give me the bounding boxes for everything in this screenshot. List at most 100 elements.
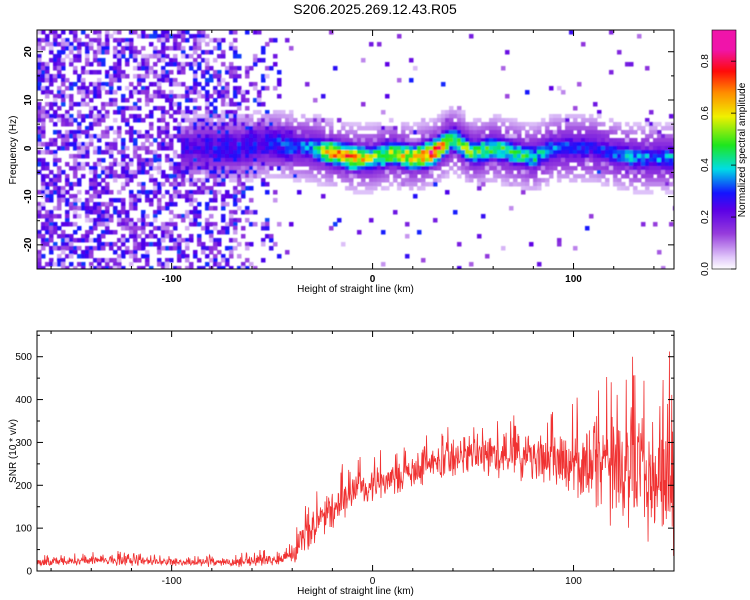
heat-cell [553,130,558,135]
colorbar-cell [712,38,736,40]
heat-cell [89,110,94,115]
colorbar-cell [712,161,736,163]
heat-cell [645,174,650,179]
heat-cell [57,202,62,207]
heat-cell [221,118,226,123]
heat-cell [77,46,82,51]
heat-cell [325,150,330,155]
heat-cell [117,174,122,179]
heat-cell [57,66,62,71]
heat-cell [153,194,158,199]
heat-cell [613,126,618,131]
heat-cell [477,154,482,159]
heat-cell [501,146,506,151]
heat-cell [85,86,90,91]
heat-cell [65,174,70,179]
heat-cell [105,190,110,195]
heat-cell [177,30,182,35]
heat-cell [73,182,78,187]
heat-cell [37,150,42,155]
heat-cell [237,54,242,59]
heat-cell [273,62,278,67]
heat-cell [301,138,306,143]
heat-cell [289,222,294,227]
heat-cell [589,138,594,143]
heat-cell [93,50,98,55]
heat-cell [565,170,570,175]
heat-cell [241,98,246,103]
x-tick-label: -100 [162,576,182,587]
heat-cell [165,234,170,239]
heat-cell [581,118,586,123]
heat-cell [317,146,322,151]
heat-cell [41,166,46,171]
heat-cell [333,142,338,147]
heat-cell [157,50,162,55]
heat-cell [205,118,210,123]
heat-cell [161,182,166,187]
heat-cell [389,166,394,171]
heat-cell [405,182,410,187]
heat-cell [233,198,238,203]
heat-cell [441,138,446,143]
heat-cell [113,230,118,235]
heat-cell [541,166,546,171]
heat-cell [401,134,406,139]
heat-cell [213,254,218,259]
heat-cell [377,150,382,155]
heat-cell [49,102,54,107]
heat-cell [125,58,130,63]
heat-cell [577,154,582,159]
heat-cell [105,202,110,207]
heat-cell [89,62,94,67]
heat-cell [137,82,142,87]
heat-cell [665,134,670,139]
heat-cell [53,58,58,63]
heat-cell [177,190,182,195]
heat-cell [81,30,86,35]
heat-cell [97,42,102,47]
heat-cell [593,130,598,135]
heat-cell [197,82,202,87]
heat-cell [381,178,386,183]
heat-cell [97,70,102,75]
heat-cell [37,78,42,83]
heat-cell [269,126,274,131]
heat-cell [181,110,186,115]
colorbar-cell [712,90,736,92]
heat-cell [581,42,586,47]
heat-cell [533,142,538,147]
heat-cell [189,90,194,95]
heat-cell [41,106,46,111]
heat-cell [185,210,190,215]
heat-cell [461,110,466,115]
heat-cell [257,134,262,139]
heat-cell [93,258,98,263]
heat-cell [65,202,70,207]
colorbar-cell [712,64,736,66]
heat-cell [121,106,126,111]
heat-cell [197,142,202,147]
heat-cell [77,206,82,211]
heat-cell [69,98,74,103]
heat-cell [565,122,570,127]
heat-cell [645,158,650,163]
heat-cell [137,118,142,123]
heat-cell [117,70,122,75]
heat-cell [61,118,66,123]
heat-cell [433,166,438,171]
heat-cell [425,154,430,159]
heat-cell [253,30,258,35]
heat-cell [501,154,506,159]
heat-cell [617,182,622,187]
heat-cell [129,134,134,139]
colorbar-cell [712,36,736,38]
heat-cell [297,122,302,127]
heat-cell [161,50,166,55]
heat-cell [45,214,50,219]
heat-cell [389,134,394,139]
heat-cell [557,174,562,179]
heat-cell [45,94,50,99]
heat-cell [45,110,50,115]
